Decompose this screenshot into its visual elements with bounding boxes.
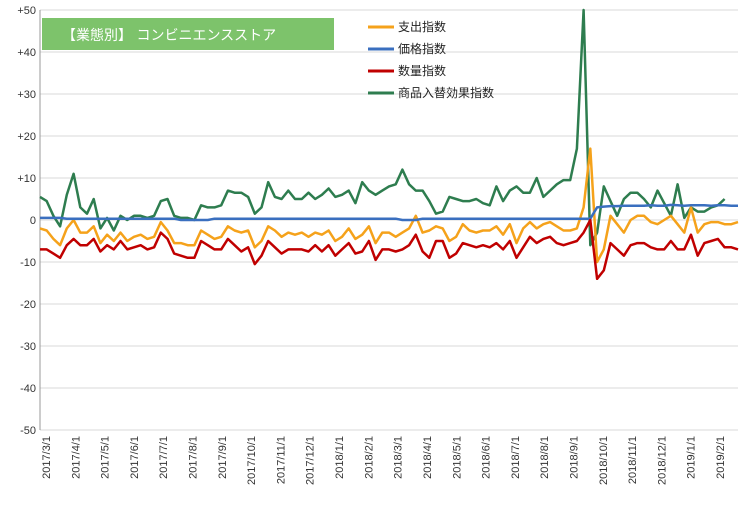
legend-label: 支出指数 xyxy=(398,19,446,34)
y-tick-label: +10 xyxy=(17,173,36,185)
x-tick-label: 2018/5/1 xyxy=(451,436,463,479)
x-tick-label: 2019/2/1 xyxy=(715,436,727,479)
y-tick-label: -20 xyxy=(20,299,36,311)
gridlines xyxy=(40,9,738,431)
x-tick-label: 2018/12/1 xyxy=(656,436,668,485)
series-lines xyxy=(39,8,739,281)
x-tick-label: 2018/4/1 xyxy=(422,436,434,479)
legend-label: 数量指数 xyxy=(398,63,446,78)
x-tick-label: 2017/5/1 xyxy=(100,436,112,479)
y-tick-label: -40 xyxy=(20,383,36,395)
x-tick-label: 2017/4/1 xyxy=(70,436,82,479)
chart-title-box: 【業態別】 コンビニエンスストア xyxy=(42,18,334,50)
x-tick-label: 2017/11/1 xyxy=(275,436,287,484)
x-tick-label: 2017/10/1 xyxy=(246,436,258,485)
x-tick-label: 2018/7/1 xyxy=(510,436,522,479)
x-tick-label: 2017/3/1 xyxy=(41,436,53,479)
x-tick-label: 2017/8/1 xyxy=(188,436,200,479)
x-tick-label: 2018/2/1 xyxy=(363,436,375,479)
x-tick-label: 2018/10/1 xyxy=(598,436,610,485)
x-tick-label: 2018/9/1 xyxy=(568,436,580,479)
x-tick-label: 2017/6/1 xyxy=(129,436,141,479)
y-tick-labels: +50 +40 +30 +20 +10 0 -10 -20 -30 -40 -50 xyxy=(17,5,36,437)
x-tick-label: 2017/12/1 xyxy=(305,436,317,485)
y-tick-label: -10 xyxy=(20,257,36,269)
y-tick-label: +40 xyxy=(17,47,36,59)
series-line-0 xyxy=(39,147,739,264)
x-tick-label: 2019/1/1 xyxy=(686,436,698,479)
series-line-2 xyxy=(40,218,739,281)
y-tick-label: +30 xyxy=(17,89,36,101)
x-tick-label: 2018/1/1 xyxy=(334,436,346,479)
legend-label: 商品入替効果指数 xyxy=(398,85,494,100)
chart-title-background xyxy=(42,18,334,50)
x-tick-label: 2018/3/1 xyxy=(393,436,405,479)
x-tick-label: 2017/7/1 xyxy=(158,436,170,479)
legend-label: 価格指数 xyxy=(398,41,446,56)
x-tick-label: 2018/11/1 xyxy=(627,436,639,484)
series-line-3 xyxy=(39,8,726,247)
x-tick-label: 2017/9/1 xyxy=(217,436,229,479)
y-tick-label: 0 xyxy=(30,215,36,227)
x-tick-label: 2018/6/1 xyxy=(481,436,493,479)
y-tick-label: -50 xyxy=(20,425,36,437)
y-tick-label: +20 xyxy=(17,131,36,143)
x-tick-label: 2018/8/1 xyxy=(539,436,551,479)
series-line-1 xyxy=(40,203,738,222)
y-tick-label: -30 xyxy=(20,341,36,353)
chart-title: 【業態別】 コンビニエンスストア xyxy=(62,28,276,44)
y-tick-label: +50 xyxy=(17,5,36,17)
x-tick-labels: 2017/3/1 2017/4/1 2017/5/1 2017/6/1 2017/7/1… xyxy=(41,436,727,485)
